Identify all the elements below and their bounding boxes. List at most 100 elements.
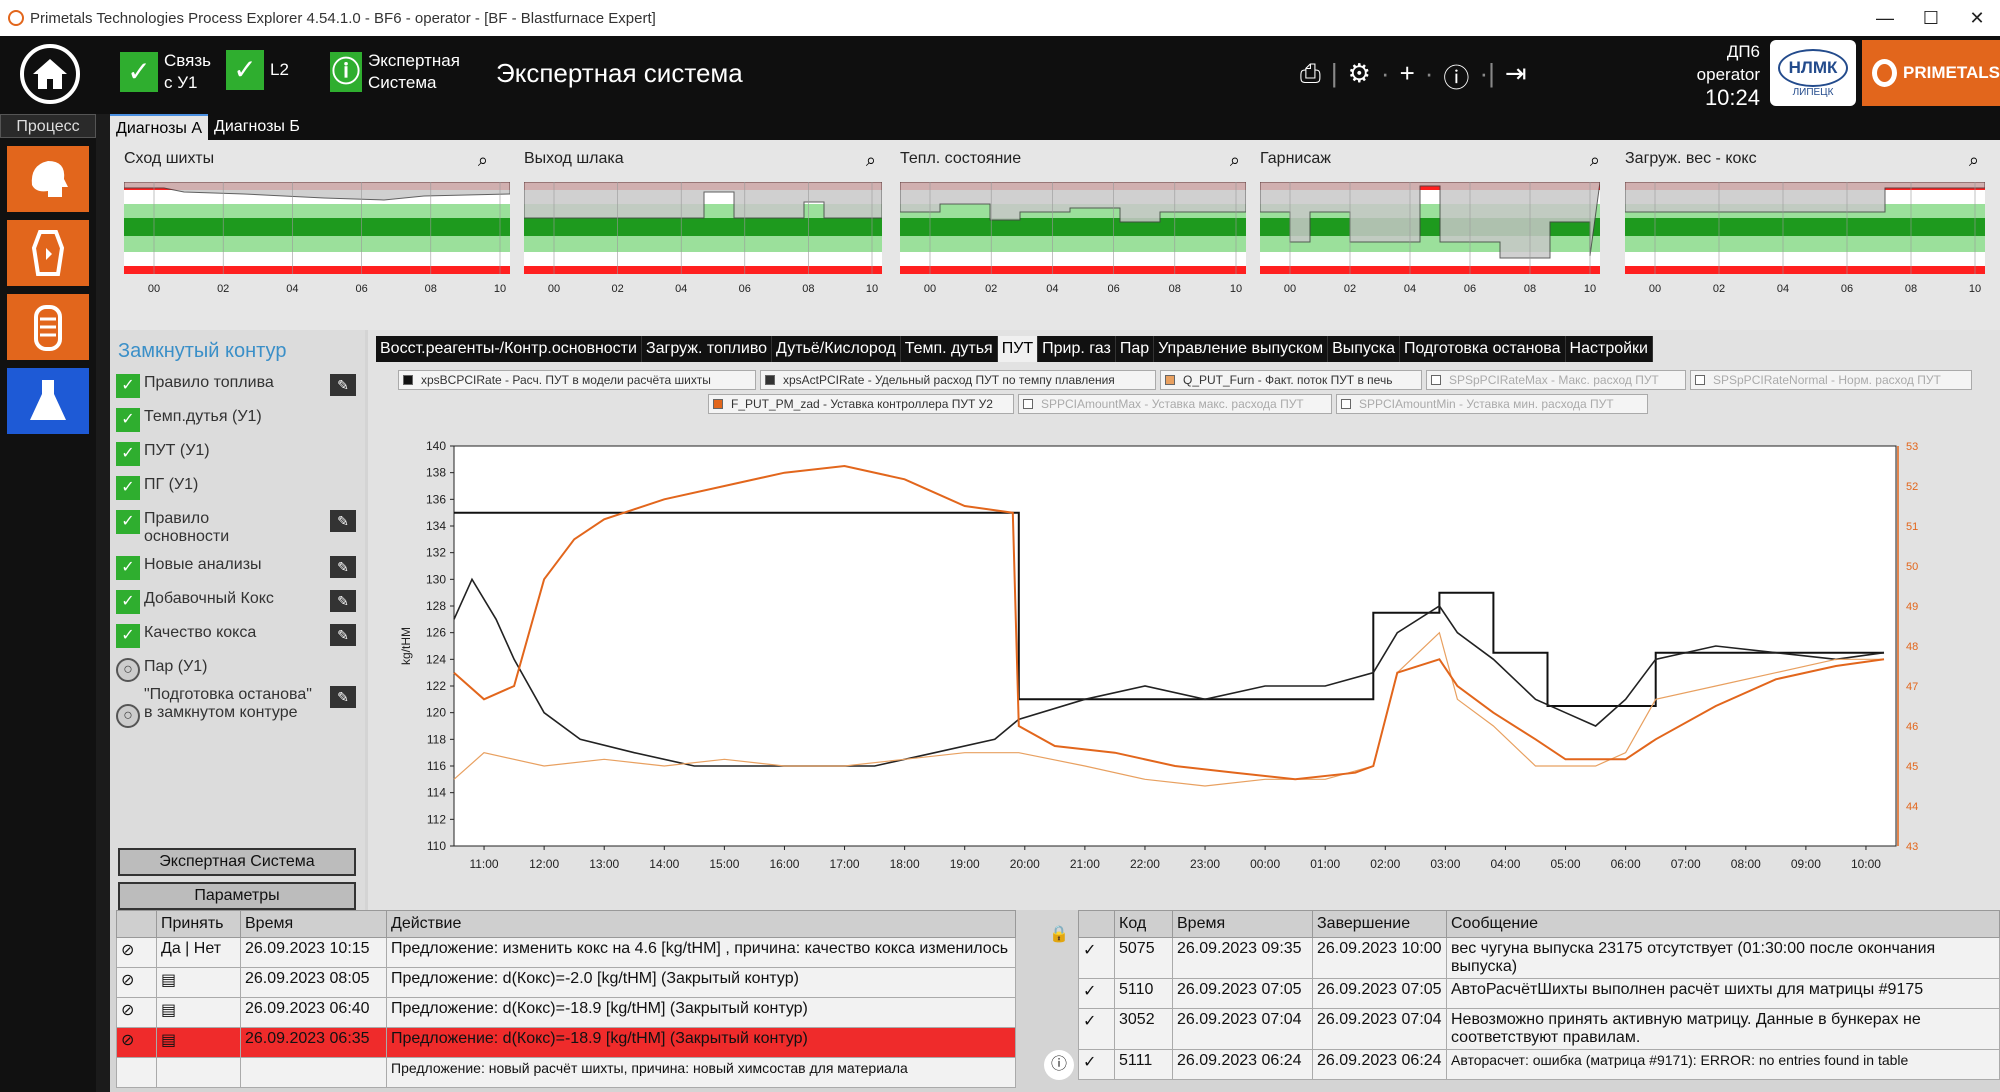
row-icon[interactable]: ⊘: [116, 937, 157, 968]
zoom-icon[interactable]: ⌕: [865, 150, 876, 170]
tab-blast-oxygen[interactable]: Дутьё/Кислород: [772, 336, 901, 362]
table-row[interactable]: ✓ 5110 26.09.2023 07:05 26.09.2023 07:05…: [1078, 978, 2000, 1009]
row-check[interactable]: ✓: [1078, 1049, 1115, 1080]
cl-item[interactable]: ✓ ПГ (У1): [116, 476, 356, 500]
tab-tappings[interactable]: Выпуска: [1328, 336, 1400, 362]
row-icon[interactable]: ⊘: [116, 967, 157, 998]
row-yes[interactable]: ▤: [156, 997, 241, 1028]
checkbox[interactable]: ✓: [116, 556, 140, 580]
plus-icon[interactable]: +: [1399, 58, 1415, 88]
cl-item[interactable]: ✓ Правило топлива ✎: [116, 374, 356, 398]
home-button[interactable]: [20, 44, 80, 104]
print-icon[interactable]: ⎙: [1300, 58, 1321, 88]
nav-head-button[interactable]: [7, 146, 89, 212]
checkbox[interactable]: ○: [116, 704, 140, 728]
tab-diagnoses-b[interactable]: Диагнозы Б: [214, 118, 300, 135]
diag-skull: Гарнисаж ⌕ 00 02 04 06 08 10: [1260, 150, 1606, 330]
edit-icon[interactable]: ✎: [330, 624, 356, 646]
table-row[interactable]: Предложение: новый расчёт шихты, причина…: [116, 1057, 1016, 1088]
row-check[interactable]: ✓: [1078, 937, 1115, 979]
legend-item[interactable]: xpsActPCIRate - Удельный расход ПУТ по т…: [760, 370, 1156, 390]
lock-icon[interactable]: 🔒: [1049, 926, 1069, 943]
info-button[interactable]: ⓘ: [1044, 1050, 1074, 1080]
edit-icon[interactable]: ✎: [330, 374, 356, 396]
close-button[interactable]: ✕: [1969, 8, 1985, 28]
zoom-icon[interactable]: ⌕: [477, 150, 488, 170]
tab-reductants[interactable]: Восст.реагенты-/Контр.основности: [376, 336, 642, 362]
cl-item[interactable]: ✓ Добавочный Кокс ✎: [116, 590, 356, 614]
tab-fuel-charge[interactable]: Загруж. топливо: [642, 336, 773, 362]
tab-pci[interactable]: ПУТ: [997, 336, 1039, 362]
row-icon[interactable]: ⊘: [116, 997, 157, 1028]
tab-steam[interactable]: Пар: [1116, 336, 1155, 362]
table-row[interactable]: ⊘ ▤ 26.09.2023 08:05 Предложение: d(Кокс…: [116, 967, 1016, 998]
row-icon[interactable]: ⊘: [116, 1027, 157, 1058]
cl-item[interactable]: ✓ Новые анализы ✎: [116, 556, 356, 580]
cl-item[interactable]: ○ Пар (У1): [116, 658, 356, 682]
edit-icon[interactable]: ✎: [330, 556, 356, 578]
tab-settings[interactable]: Настройки: [1566, 336, 1653, 362]
table-row[interactable]: ⊘ Да | Нет 26.09.2023 10:15 Предложение:…: [116, 937, 1016, 968]
legend-item[interactable]: F_PUT_PM_zad - Уставка контроллера ПУТ У…: [708, 394, 1014, 414]
tab-natural-gas[interactable]: Прир. газ: [1038, 336, 1116, 362]
table-row[interactable]: ✓ 5111 26.09.2023 06:24 26.09.2023 06:24…: [1078, 1049, 2000, 1080]
accept-cells[interactable]: Да | Нет: [156, 937, 241, 968]
legend-item[interactable]: SPPCIAmountMax - Уставка макс. расхода П…: [1018, 394, 1332, 414]
nav-stove-button[interactable]: [7, 294, 89, 360]
checkbox[interactable]: ✓: [116, 408, 140, 432]
cl-item[interactable]: ✓ ПУТ (У1): [116, 442, 356, 466]
diag-value-area: [900, 182, 1246, 223]
parameters-button[interactable]: Параметры: [118, 882, 356, 910]
logout-icon[interactable]: ⇥: [1504, 58, 1527, 88]
zoom-icon[interactable]: ⌕: [1968, 150, 1979, 170]
pci-trend-chart[interactable]: 110 112 114 116 118 120 122 124 126 128 130 132 134 1…: [374, 426, 1994, 906]
info-icon[interactable]: ⓘ: [1443, 63, 1470, 93]
checkbox[interactable]: ✓: [116, 442, 140, 466]
row-icon[interactable]: [116, 1057, 157, 1088]
table-row[interactable]: ✓ 5075 26.09.2023 09:35 26.09.2023 10:00…: [1078, 937, 2000, 979]
tab-blast-temp[interactable]: Темп. дутья: [901, 336, 998, 362]
nlmk-logo: НЛМК ЛИПЕЦК: [1770, 40, 1856, 106]
row-time: 26.09.2023 06:35: [240, 1027, 387, 1058]
cl-item[interactable]: ○ "Подготовка останова" в замкнутом конту…: [116, 686, 356, 728]
minimize-button[interactable]: —: [1876, 8, 1894, 28]
row-yes[interactable]: ▤: [156, 967, 241, 998]
checkbox[interactable]: ✓: [116, 476, 140, 500]
tab-tapping-control[interactable]: Управление выпуском: [1154, 336, 1329, 362]
tab-stop-prep[interactable]: Подготовка останова: [1400, 336, 1566, 362]
row-message: Невозможно принять активную матрицу. Дан…: [1446, 1008, 2000, 1050]
legend-item[interactable]: Q_PUT_Furn - Факт. поток ПУТ в печь: [1160, 370, 1422, 390]
edit-icon[interactable]: ✎: [330, 686, 356, 708]
tab-diagnoses-a[interactable]: Диагнозы А: [110, 114, 209, 140]
table-row[interactable]: ⊘ ▤ 26.09.2023 06:35 Предложение: d(Кокс…: [116, 1027, 1016, 1058]
cl-item[interactable]: ✓ Качество кокса ✎: [116, 624, 356, 648]
row-yes[interactable]: [156, 1057, 241, 1088]
maximize-button[interactable]: ☐: [1922, 8, 1940, 28]
gear-icon[interactable]: ⚙: [1347, 58, 1371, 88]
nav-lab-button[interactable]: [7, 368, 89, 434]
cl-item[interactable]: ✓ Темп.дутья (У1): [116, 408, 356, 432]
row-yes[interactable]: ▤: [156, 1027, 241, 1058]
edit-icon[interactable]: ✎: [330, 510, 356, 532]
process-label[interactable]: Процесс: [0, 114, 96, 138]
legend-item[interactable]: SPPCIAmountMin - Уставка мин. расхода ПУ…: [1336, 394, 1648, 414]
legend-item[interactable]: xpsBCPCIRate - Расч. ПУТ в модели расчёт…: [398, 370, 756, 390]
legend-item[interactable]: SPSpPCIRateNormal - Норм. расход ПУТ: [1690, 370, 1972, 390]
nav-furnace-button[interactable]: [7, 220, 89, 286]
edit-icon[interactable]: ✎: [330, 590, 356, 612]
legend-item[interactable]: SPSpPCIRateMax - Макс. расход ПУТ: [1426, 370, 1686, 390]
checkbox[interactable]: ✓: [116, 510, 140, 534]
row-check[interactable]: ✓: [1078, 978, 1115, 1009]
row-check[interactable]: ✓: [1078, 1008, 1115, 1050]
checkbox[interactable]: ✓: [116, 374, 140, 398]
expert-system-button[interactable]: Экспертная Система: [118, 848, 356, 876]
table-row[interactable]: ✓ 3052 26.09.2023 07:04 26.09.2023 07:04…: [1078, 1008, 2000, 1050]
zoom-icon[interactable]: ⌕: [1589, 150, 1600, 170]
checkbox[interactable]: ○: [116, 658, 140, 682]
table-row[interactable]: ⊘ ▤ 26.09.2023 06:40 Предложение: d(Кокс…: [116, 997, 1016, 1028]
zoom-icon[interactable]: ⌕: [1229, 150, 1240, 170]
checkbox[interactable]: ✓: [116, 590, 140, 614]
diag-tick-label: 06: [1841, 283, 1853, 295]
cl-item[interactable]: ✓ Правило основности ✎: [116, 510, 356, 546]
checkbox[interactable]: ✓: [116, 624, 140, 648]
